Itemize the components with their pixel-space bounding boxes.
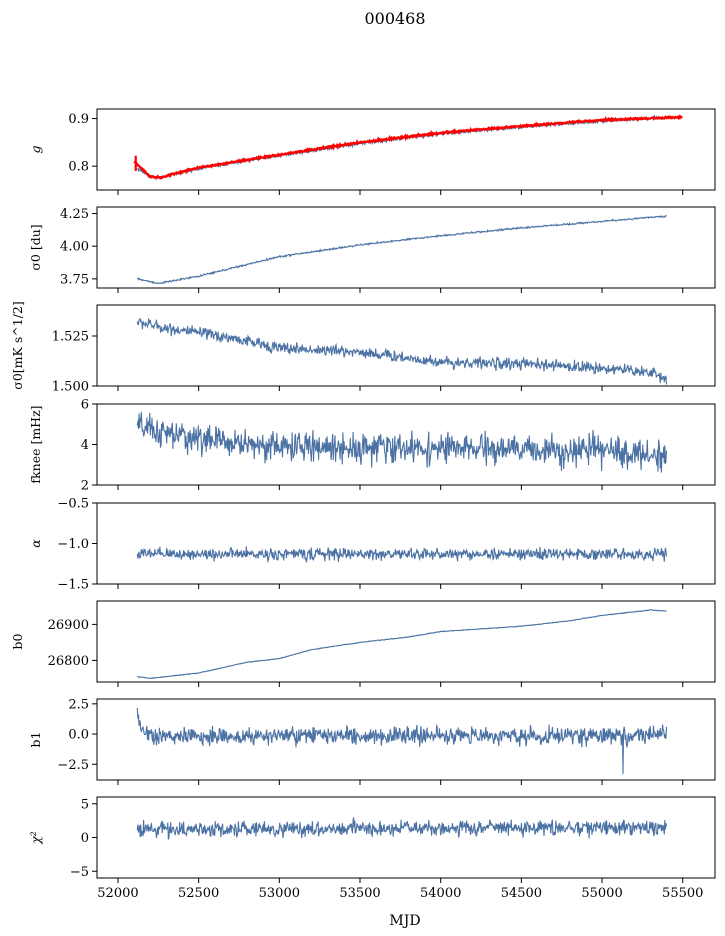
ytick-label: 0.8 <box>68 160 89 175</box>
panel-b1: −2.5 0.0 2.5 b1 <box>28 697 716 785</box>
ytick-label: −1.5 <box>57 578 89 593</box>
panel-sigma0_mK: 1.500 1.525 σ0[mK s^1/2] <box>10 301 716 395</box>
panel-sigma0_du: 3.75 4.00 4.25 σ0 [du] <box>28 206 716 293</box>
ytick-label: 26900 <box>48 618 89 633</box>
series-line-g <box>136 114 667 181</box>
axes-frame-alpha <box>96 502 716 585</box>
figure-title: 000468 <box>364 9 425 28</box>
ytick-label: 2.5 <box>68 697 89 712</box>
axes-frame-sigma0_du <box>96 206 716 289</box>
panel-alpha: −1.5 −1.0 −0.5 α <box>28 497 716 593</box>
series-line-sigma0_du <box>136 214 667 285</box>
xtick-label: 53500 <box>339 886 380 901</box>
ytick-label: 5 <box>81 797 89 812</box>
ytick-label: 3.75 <box>60 272 89 287</box>
ylabel-sigma0_du: σ0 [du] <box>28 224 43 270</box>
ytick-label: 26800 <box>48 654 89 669</box>
xtick-label: 55500 <box>662 886 703 901</box>
ytick-label: 0.9 <box>68 112 89 127</box>
ytick-label: 4.00 <box>60 240 89 255</box>
ytick-label: 6 <box>81 398 89 413</box>
panels-group: 0.8 0.9 g 3.75 4.00 4.25 σ0 [du] 1.500 1.525 σ0[m… <box>10 108 716 901</box>
ytick-label: 0 <box>81 831 89 846</box>
series-line-sigma0_mK <box>136 317 668 385</box>
ytick-label: −5 <box>70 865 89 880</box>
ylabel-g: g <box>28 145 43 153</box>
axes-frame-g <box>96 108 716 191</box>
xtick-label: 52000 <box>97 886 138 901</box>
ytick-label: 1.500 <box>52 380 89 395</box>
ytick-label: 2 <box>81 479 89 494</box>
panel-chi2: −5 0 5 52000 52500 53000 53500 54000 54500 55000 5… <box>28 796 716 901</box>
panel-fknee: 2 4 6 fknee [mHz] <box>28 398 716 494</box>
xtick-label: 52500 <box>178 886 219 901</box>
series-line-chi2 <box>136 817 668 840</box>
xtick-label: 53000 <box>259 886 300 901</box>
xtick-label: 54500 <box>501 886 542 901</box>
ylabel-sigma0_mK: σ0[mK s^1/2] <box>10 301 25 389</box>
panel-b0: 26800 26900 b0 <box>10 600 716 687</box>
axes-frame-b0 <box>96 600 716 683</box>
ylabel-chi2: χ² <box>28 831 43 845</box>
axes-frame-b1 <box>96 698 716 781</box>
ytick-label: 4 <box>81 438 89 453</box>
series-line-b1 <box>136 707 668 775</box>
ytick-label: −2.5 <box>57 758 89 773</box>
ytick-label: 0.0 <box>68 728 89 743</box>
ylabel-b0: b0 <box>10 633 25 649</box>
ylabel-alpha: α <box>28 539 43 548</box>
panel-g: 0.8 0.9 g <box>28 108 716 195</box>
axes-frame-chi2 <box>96 796 716 879</box>
overlay-line-g <box>133 114 683 180</box>
ytick-label: −1.0 <box>57 537 89 552</box>
ylabel-b1: b1 <box>28 732 43 748</box>
x-axis-label: MJD <box>389 913 420 929</box>
ytick-label: −0.5 <box>57 497 89 512</box>
ylabel-fknee: fknee [mHz] <box>28 405 43 483</box>
ytick-label: 4.25 <box>60 207 89 222</box>
series-line-fknee <box>136 411 668 473</box>
series-line-alpha <box>136 546 668 564</box>
ytick-label: 1.525 <box>52 330 89 345</box>
axes-frame-sigma0_mK <box>96 304 716 387</box>
series-line-b0 <box>137 609 667 680</box>
xtick-label: 54000 <box>420 886 461 901</box>
xtick-label: 55000 <box>581 886 622 901</box>
